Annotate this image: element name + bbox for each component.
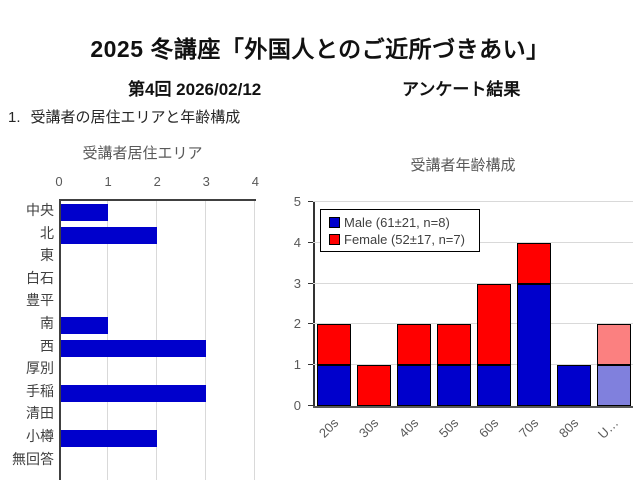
x-tick-label-3: 3 <box>202 174 210 189</box>
y-tick-label-1: 1 <box>293 357 301 373</box>
category-label-6: 西 <box>40 337 54 354</box>
area-bar-10 <box>60 430 158 447</box>
age-bar-1-female <box>356 365 391 406</box>
age-bar-6-male <box>556 365 591 406</box>
residence-area-chart-title: 受講者居住エリア <box>82 145 203 162</box>
age-chart-title: 受講者年齢構成 <box>410 157 516 174</box>
age-bar-5-male <box>516 283 551 406</box>
age-bar-3-female <box>436 324 471 366</box>
male-legend-label: Male (61±21, n=8) <box>344 215 450 230</box>
x-category-label-5: 70s <box>515 415 541 441</box>
legend-item-female: Female (52±17, n=7) <box>329 231 474 248</box>
age-bar-3-male <box>436 365 471 406</box>
age-composition-chart: 受講者年齢構成 Male (61±21, n=8) Female (52±17,… <box>290 138 640 480</box>
x-tick-label-4: 4 <box>251 174 259 189</box>
x-category-label-2: 40s <box>395 415 421 441</box>
area-bar-6 <box>60 339 207 357</box>
y-tick-mark-5 <box>308 201 313 202</box>
category-label-4: 豊平 <box>26 292 54 309</box>
category-label-3: 白石 <box>26 269 54 286</box>
x-tick-label-0: 0 <box>55 174 63 189</box>
category-label-0: 中央 <box>26 202 54 218</box>
category-label-8: 手稲 <box>26 382 54 399</box>
category-label-11: 無回答 <box>12 450 54 467</box>
x-category-label-6: 80s <box>555 415 581 441</box>
category-label-2: 東 <box>40 247 54 264</box>
y-tick-mark-1 <box>308 364 313 366</box>
category-label-1: 北 <box>40 224 54 241</box>
x-axis-line <box>313 406 633 408</box>
age-bar-5-female <box>516 242 551 284</box>
y-tick-label-4: 4 <box>293 234 301 250</box>
section-heading-text: 受講者の居住エリアと年齢構成 <box>30 109 241 126</box>
y-tick-mark-2 <box>308 323 313 325</box>
area-bar-1 <box>60 226 158 244</box>
y-tick-mark-4 <box>308 241 313 243</box>
male-legend-swatch <box>329 217 340 228</box>
female-legend-label: Female (52±17, n=7) <box>344 232 465 247</box>
y-tick-mark-0 <box>308 405 313 406</box>
female-legend-swatch <box>329 234 340 245</box>
x-category-label-3: 50s <box>435 415 461 441</box>
section-number: 1. <box>8 109 21 126</box>
age-bar-7-male <box>596 365 631 406</box>
residence-area-plot <box>59 199 256 480</box>
age-bar-4-male <box>476 365 511 406</box>
gridline-y-1 <box>313 364 633 366</box>
legend-item-male: Male (61±21, n=8) <box>329 214 474 231</box>
gridline-y-5 <box>313 201 633 202</box>
survey-results-label: アンケート結果 <box>402 80 521 99</box>
age-bar-2-female <box>396 324 431 366</box>
x-tick-label-2: 2 <box>153 174 161 189</box>
y-tick-label-0: 0 <box>293 398 301 413</box>
category-label-9: 清田 <box>26 405 54 422</box>
age-bar-4-female <box>476 283 511 366</box>
y-tick-label-2: 2 <box>293 316 301 332</box>
age-bar-0-female <box>316 324 351 366</box>
category-label-5: 南 <box>40 315 54 331</box>
y-tick-label-5: 5 <box>293 194 301 209</box>
area-bar-0 <box>60 204 109 221</box>
gridline-y-3 <box>313 282 633 284</box>
category-label-10: 小樽 <box>26 428 54 444</box>
x-category-label-7: U… <box>594 415 621 442</box>
category-label-7: 厚別 <box>26 360 54 377</box>
age-bar-0-male <box>316 365 351 406</box>
y-axis-line <box>59 201 61 480</box>
y-tick-label-3: 3 <box>293 275 301 291</box>
x-category-label-1: 30s <box>355 415 381 441</box>
x-category-label-0: 20s <box>315 415 341 441</box>
age-bar-7-female <box>596 324 631 366</box>
area-bar-8 <box>60 384 207 402</box>
y-tick-mark-3 <box>308 282 313 284</box>
age-composition-plot <box>308 201 633 408</box>
y-axis-line <box>313 202 315 406</box>
age-bar-2-male <box>396 365 431 406</box>
gridline-y-2 <box>313 323 633 325</box>
section-heading: 1. 受講者の居住エリアと年齢構成 <box>8 106 240 127</box>
chart-legend: Male (61±21, n=8) Female (52±17, n=7) <box>320 209 480 252</box>
residence-area-chart: 受講者居住エリア 0 1 2 3 4 中央北東白石豊平南西厚別手稲清田小樽無回答 <box>0 138 290 480</box>
x-category-label-4: 60s <box>475 415 501 441</box>
area-bar-5 <box>60 317 109 334</box>
document-title: 2025 冬講座「外国人とのご近所づきあい」 <box>90 36 550 62</box>
session-date-label: 第4回 2026/02/12 <box>128 80 262 99</box>
gridline-x-4 <box>254 201 256 480</box>
x-tick-label-1: 1 <box>104 174 112 189</box>
